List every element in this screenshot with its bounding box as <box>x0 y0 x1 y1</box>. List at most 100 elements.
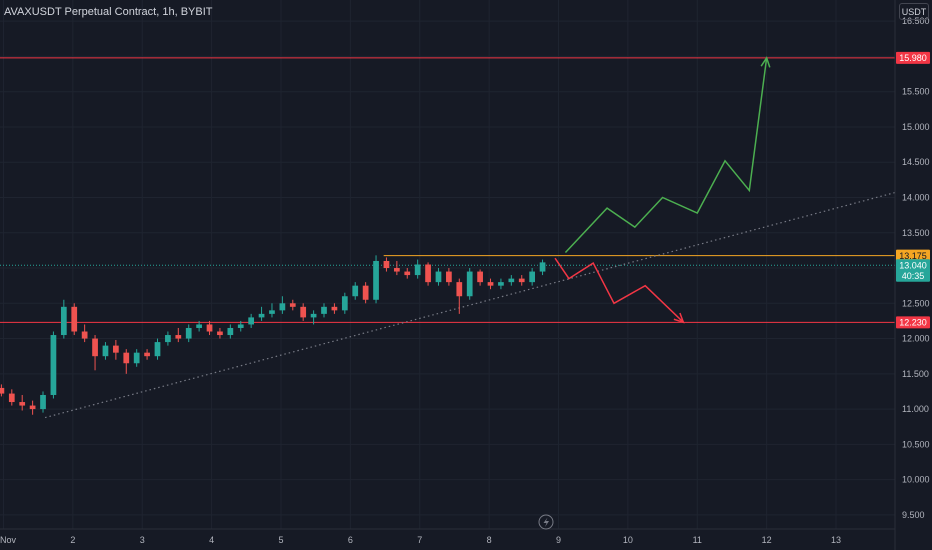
candle-body <box>92 338 98 357</box>
candle-body <box>508 278 515 283</box>
x-tick-label: 5 <box>278 535 283 545</box>
x-tick-label: 2 <box>70 535 75 545</box>
candle-body <box>446 271 452 283</box>
x-tick-label: 6 <box>348 535 353 545</box>
candle-body <box>196 324 202 328</box>
price-tag <box>896 259 930 272</box>
candle-body <box>40 394 46 410</box>
grid <box>0 0 895 529</box>
candle-body <box>60 306 67 336</box>
y-tick-label: 14.000 <box>902 192 930 202</box>
candlesticks <box>0 255 546 415</box>
candle-body <box>404 271 411 276</box>
y-tick-label: 15.000 <box>902 122 930 132</box>
candle-body <box>539 262 546 272</box>
candle-body <box>133 352 140 364</box>
time-axis-ticks: Nov 2 3 4 5 6 7 8 9 10 11 12 13 <box>0 535 841 545</box>
candle-body <box>362 285 369 300</box>
candle-body <box>414 264 421 276</box>
candle-body <box>321 306 327 314</box>
horizontal-levels[interactable] <box>0 57 895 323</box>
y-tick-label: 11.000 <box>902 404 929 414</box>
y-tick-label: 14.500 <box>902 157 930 167</box>
y-tick-label: 15.500 <box>902 87 930 97</box>
candle-body <box>144 352 150 357</box>
candle-body <box>279 303 286 311</box>
x-tick-label: 13 <box>831 535 841 545</box>
x-tick-label: 4 <box>209 535 214 545</box>
candle-body <box>487 282 494 286</box>
currency-unit-button[interactable]: USDT <box>899 3 929 20</box>
x-tick-label: 3 <box>140 535 145 545</box>
candle-body <box>289 303 296 307</box>
candle-body <box>81 331 88 339</box>
candle-body <box>0 387 5 394</box>
price-tag <box>896 316 930 329</box>
price-tag-label: 12.230 <box>899 318 927 328</box>
projection-arrowhead[interactable] <box>673 312 685 324</box>
x-tick-label: 8 <box>487 535 492 545</box>
candle-body <box>8 393 15 403</box>
candle-body <box>477 271 483 283</box>
candle-body <box>50 335 57 395</box>
price-tag <box>896 249 930 262</box>
y-tick-label: 16.500 <box>902 16 930 26</box>
chart-title: AVAXUSDT Perpetual Contract, 1h, BYBIT <box>4 6 213 18</box>
candle-body <box>71 306 78 332</box>
y-tick-label: 10.000 <box>902 475 930 485</box>
y-tick-label: 10.500 <box>902 439 930 449</box>
projection-arrowhead[interactable] <box>760 56 771 68</box>
candle-body <box>529 271 536 283</box>
candle-body <box>154 342 161 357</box>
x-tick-label: 12 <box>762 535 772 545</box>
y-tick-label: 11.500 <box>902 369 929 379</box>
x-tick-label: 11 <box>693 535 702 545</box>
candle-body <box>248 317 255 325</box>
candle-body <box>310 313 317 318</box>
candle-body <box>113 345 119 353</box>
price-tag-label: 40:35 <box>902 271 925 281</box>
y-tick-label: 12.000 <box>902 334 930 344</box>
candle-body <box>237 324 244 328</box>
candle-body <box>102 345 109 357</box>
candle-body <box>217 331 223 336</box>
lightning-icon[interactable] <box>538 514 554 530</box>
candle-body <box>435 271 442 283</box>
candle-body <box>466 271 473 297</box>
projection-path[interactable] <box>554 257 684 323</box>
x-tick-label: Nov <box>0 535 17 545</box>
candle-body <box>227 327 234 336</box>
candle-body <box>175 335 182 339</box>
candle-body <box>185 327 192 339</box>
x-tick-label: 7 <box>417 535 422 545</box>
x-tick-label: 9 <box>556 535 561 545</box>
candle-body <box>269 310 275 314</box>
y-tick-label: 9.500 <box>902 510 925 520</box>
candle-body <box>425 264 431 283</box>
candle-body <box>383 260 390 269</box>
price-tag <box>896 51 930 64</box>
candle-body <box>518 278 525 283</box>
candle-body <box>373 260 379 300</box>
price-tag-label: 13.040 <box>899 261 927 271</box>
projection-paths[interactable] <box>554 56 771 324</box>
candle-body <box>123 352 130 364</box>
candle-body <box>331 306 338 311</box>
candle-body <box>165 335 171 343</box>
projection-path[interactable] <box>564 57 768 254</box>
candle-body <box>498 282 504 286</box>
price-tag-label: 15.980 <box>899 53 927 63</box>
candle-body <box>352 285 359 297</box>
candle-body <box>300 306 307 318</box>
price-tag-label: 13.175 <box>899 251 927 261</box>
candle-body <box>341 296 348 311</box>
y-tick-label: 13.500 <box>902 228 930 238</box>
y-tick-label: 12.500 <box>902 298 930 308</box>
x-tick-label: 10 <box>623 535 633 545</box>
candle-body <box>29 405 36 410</box>
candle-body <box>393 268 400 272</box>
candle-body <box>456 282 463 297</box>
